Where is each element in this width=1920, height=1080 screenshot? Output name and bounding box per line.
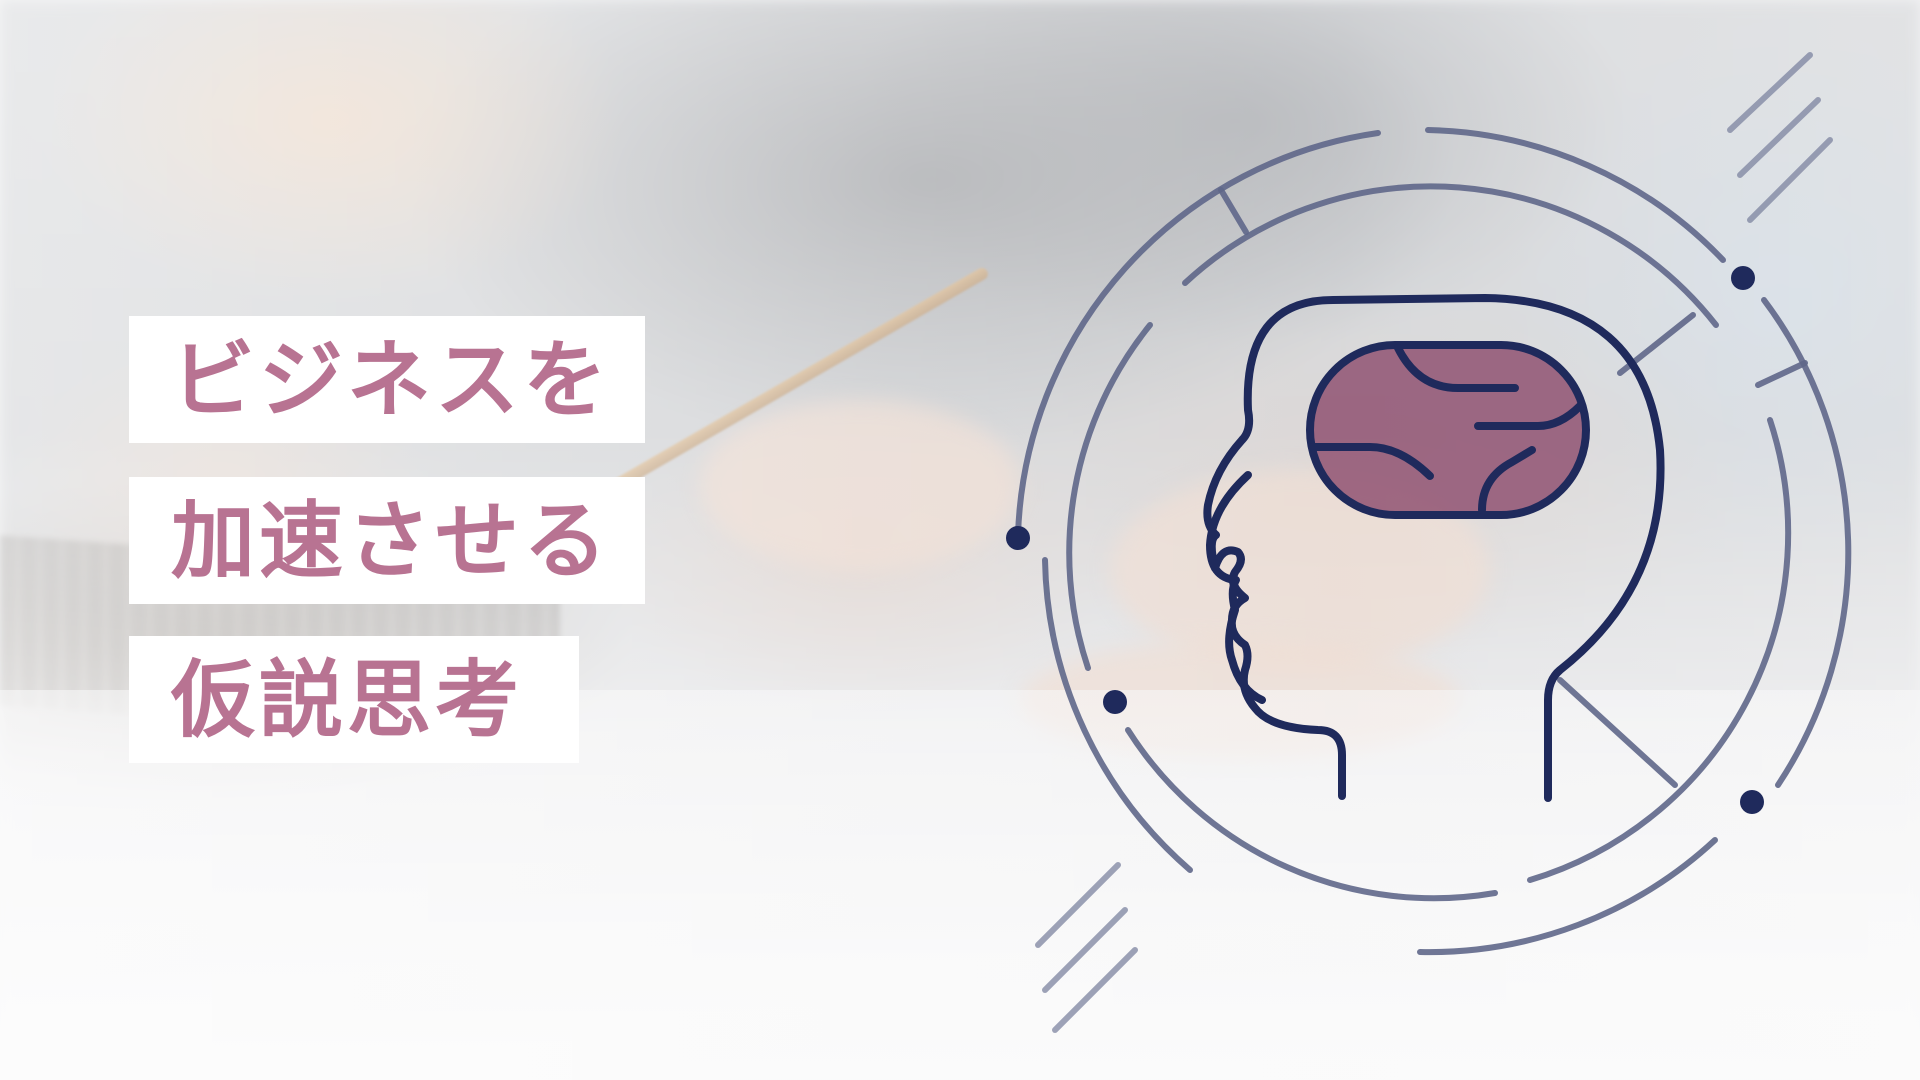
headline-line-1-box: ビジネスを <box>129 316 645 443</box>
brain-folds <box>1308 344 1584 514</box>
headline-line-2: 加速させる <box>171 491 612 590</box>
head-brain-icon <box>1006 52 1852 1033</box>
hatch-bottom-left <box>1035 862 1138 1033</box>
headline-line-3: 仮説思考 <box>171 650 524 749</box>
outer-ring <box>1015 127 1852 956</box>
brain-shape <box>1306 341 1590 519</box>
ring-dots <box>1006 266 1764 814</box>
headline-line-3-box: 仮説思考 <box>129 636 579 763</box>
headline-line-1: ビジネスを <box>171 330 612 429</box>
face-profile <box>1206 471 1266 704</box>
hatch-top-right <box>1727 52 1833 223</box>
inner-ring <box>1066 183 1792 902</box>
headline-line-2-box: 加速させる <box>129 477 645 604</box>
